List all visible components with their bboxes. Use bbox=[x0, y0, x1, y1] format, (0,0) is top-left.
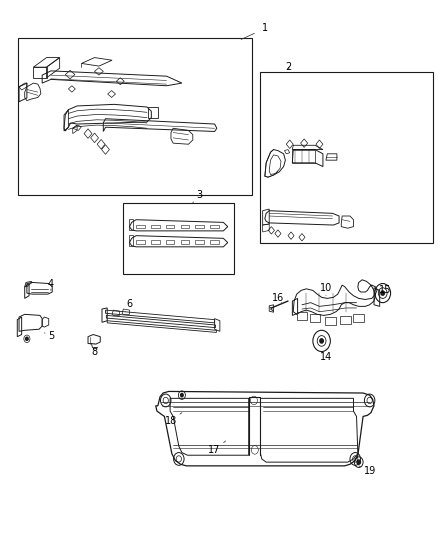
Text: 10: 10 bbox=[320, 283, 332, 296]
Circle shape bbox=[25, 337, 28, 341]
Text: 17: 17 bbox=[208, 441, 226, 455]
Text: 15: 15 bbox=[379, 286, 391, 298]
Text: 4: 4 bbox=[48, 279, 54, 290]
Text: 8: 8 bbox=[92, 344, 98, 357]
Text: 16: 16 bbox=[272, 293, 284, 304]
Text: 14: 14 bbox=[320, 349, 332, 362]
Text: 6: 6 bbox=[125, 298, 133, 312]
Text: 1: 1 bbox=[241, 23, 268, 39]
Text: 5: 5 bbox=[44, 330, 54, 341]
Bar bbox=[123, 203, 234, 274]
Text: 18: 18 bbox=[165, 413, 182, 426]
Circle shape bbox=[357, 460, 360, 464]
Circle shape bbox=[320, 339, 323, 343]
Text: 3: 3 bbox=[193, 190, 202, 203]
Bar bbox=[18, 38, 252, 195]
Circle shape bbox=[180, 393, 183, 397]
Bar bbox=[261, 72, 433, 243]
Text: 19: 19 bbox=[359, 466, 376, 476]
Circle shape bbox=[381, 291, 385, 295]
Text: 2: 2 bbox=[286, 62, 292, 72]
